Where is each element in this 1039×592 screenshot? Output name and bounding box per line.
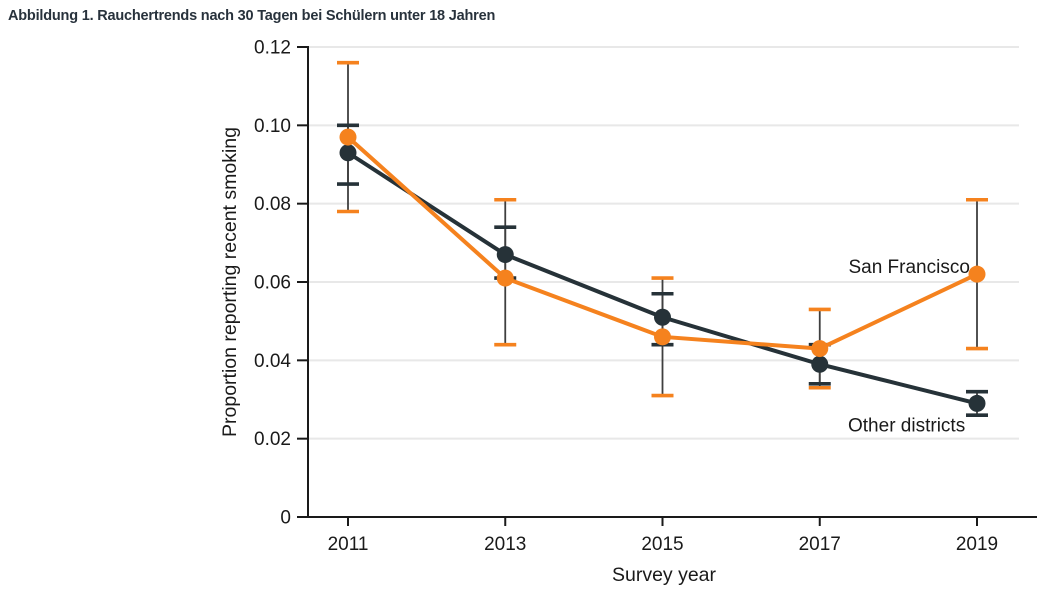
data-point [339,128,357,146]
x-tick-label: 2011 [328,534,369,555]
error-bars-group [337,60,988,417]
data-point [654,328,671,346]
x-axis-label: Survey year [612,564,717,586]
x-tick-label: 2019 [956,534,998,555]
y-tick-label: 0.10 [254,116,291,137]
gridlines-group [308,46,1019,440]
tick-labels-group: 0 0.02 0.04 0.06 0.08 0.10 0.12 2011 2013 2015 201… [254,38,998,556]
y-tick-label: 0.04 [254,351,291,372]
y-tick-label: 0.08 [254,194,291,215]
data-point [496,246,514,264]
y-tick-label: 0 [280,508,291,529]
data-point [968,265,986,283]
figure-title: Abbildung 1. Rauchertrends nach 30 Tagen… [8,8,496,24]
data-point [968,394,986,412]
data-point [654,308,671,326]
x-tick-label: 2015 [641,534,683,555]
x-tick-label: 2017 [799,534,841,555]
axes-group [297,46,1037,526]
y-tick-label: 0.12 [254,38,291,59]
y-tick-label: 0.06 [254,273,291,294]
data-point [811,340,829,358]
series-markers-group [339,128,986,412]
y-tick-label: 0.02 [254,429,291,450]
data-point [339,144,357,162]
series-labels-group: Other districts San Francisco [848,257,970,437]
series-label: San Francisco [848,257,969,278]
series-label: Other districts [848,415,965,436]
y-axis-label: Proportion reporting recent smoking [219,127,241,437]
data-point [811,355,829,373]
x-tick-label: 2013 [484,534,526,555]
data-point [496,269,514,287]
